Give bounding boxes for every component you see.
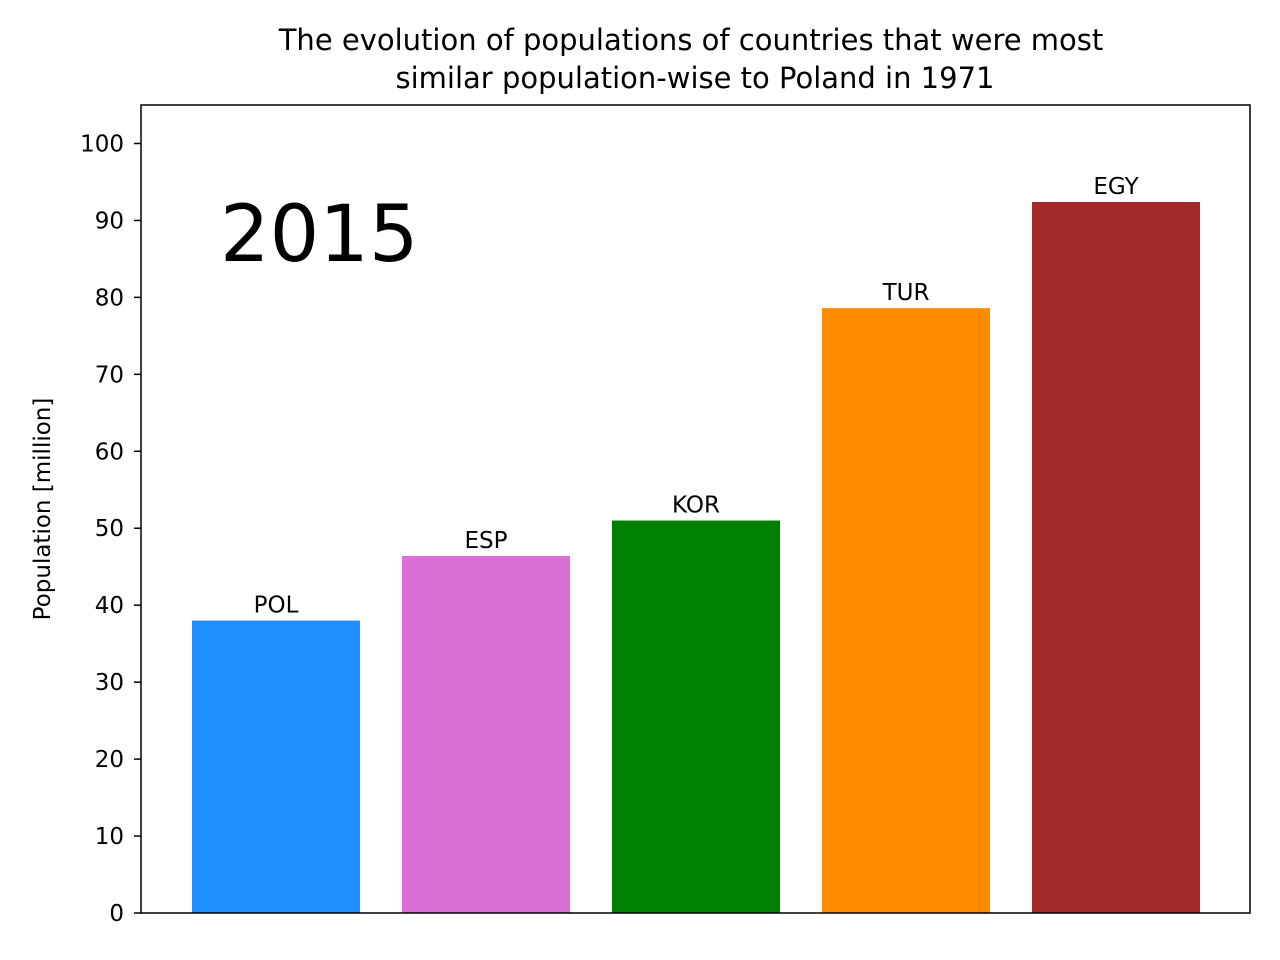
y-tick-label-90: 90 xyxy=(95,208,124,234)
bar-tur xyxy=(822,308,990,913)
bar-esp xyxy=(402,555,570,913)
y-tick-label-20: 20 xyxy=(95,747,124,773)
chart-title-line-2: similar population-wise to Poland in 197… xyxy=(396,61,995,95)
chart-title-line-1: The evolution of populations of countrie… xyxy=(278,23,1104,57)
bar-labels-group: POL ESP KOR TUR EGY xyxy=(254,174,1140,619)
y-tick-label-70: 70 xyxy=(95,362,124,388)
y-tick-label-40: 40 xyxy=(95,593,124,619)
y-axis-label: Population [million] xyxy=(30,398,56,621)
bar-label-kor: KOR xyxy=(672,493,720,519)
year-annotation: 2015 xyxy=(220,190,419,280)
y-tick-label-10: 10 xyxy=(95,824,124,850)
bar-kor xyxy=(612,520,780,913)
bar-egy xyxy=(1032,201,1200,913)
plot-area-frame xyxy=(140,104,1251,914)
y-tick-label-60: 60 xyxy=(95,439,124,465)
y-tick-label-50: 50 xyxy=(95,516,124,542)
y-tick-label-100: 100 xyxy=(80,131,124,157)
y-axis-ticks: 0 10 20 30 40 50 60 70 80 90 100 xyxy=(80,131,141,927)
bar-label-esp: ESP xyxy=(464,528,507,554)
y-tick-label-30: 30 xyxy=(95,670,124,696)
bars-group xyxy=(192,201,1200,913)
y-tick-label-0: 0 xyxy=(109,901,124,927)
bar-pol xyxy=(192,620,360,913)
bar-label-egy: EGY xyxy=(1093,174,1139,200)
bar-label-pol: POL xyxy=(254,593,299,619)
bar-label-tur: TUR xyxy=(882,280,930,306)
y-tick-label-80: 80 xyxy=(95,285,124,311)
